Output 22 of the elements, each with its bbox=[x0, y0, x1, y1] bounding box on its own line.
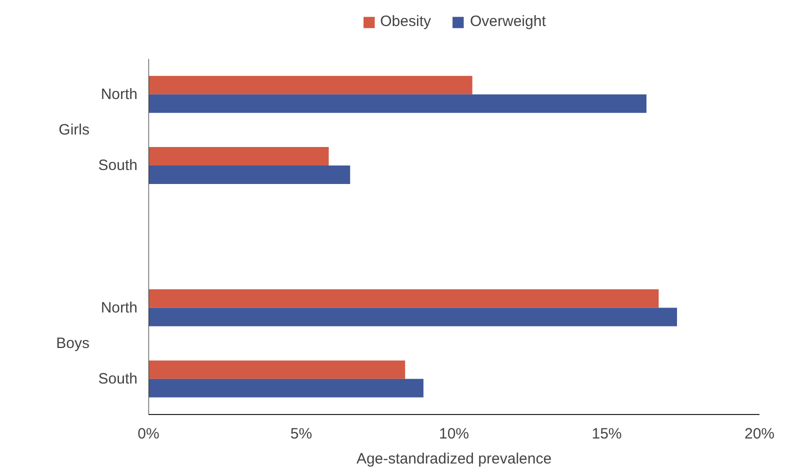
bar bbox=[148, 360, 406, 379]
x-tick-label: 10% bbox=[438, 426, 470, 442]
y-tick-label: North bbox=[100, 299, 138, 316]
x-tick-label: 15% bbox=[592, 426, 622, 442]
x-axis-title: Age-standradized prevalence bbox=[356, 450, 552, 468]
text: Boys bbox=[56, 334, 90, 352]
bar bbox=[148, 166, 350, 184]
bar bbox=[148, 289, 659, 308]
x-tick-label: 20% bbox=[744, 426, 775, 442]
y-tick-label: North bbox=[100, 86, 138, 103]
legend-label: Overweight bbox=[470, 13, 546, 30]
bar bbox=[148, 94, 646, 113]
x-tick-label: 5% bbox=[290, 426, 312, 442]
text: Girls bbox=[58, 121, 90, 138]
bar bbox=[148, 308, 678, 326]
x-tick-label: 0% bbox=[138, 426, 160, 442]
bar bbox=[148, 147, 329, 166]
legend-label: Obesity bbox=[380, 13, 431, 30]
bar bbox=[148, 76, 472, 94]
y-tick-label: South bbox=[98, 370, 138, 388]
y-tick-label: South bbox=[98, 157, 138, 174]
bar bbox=[148, 378, 424, 398]
